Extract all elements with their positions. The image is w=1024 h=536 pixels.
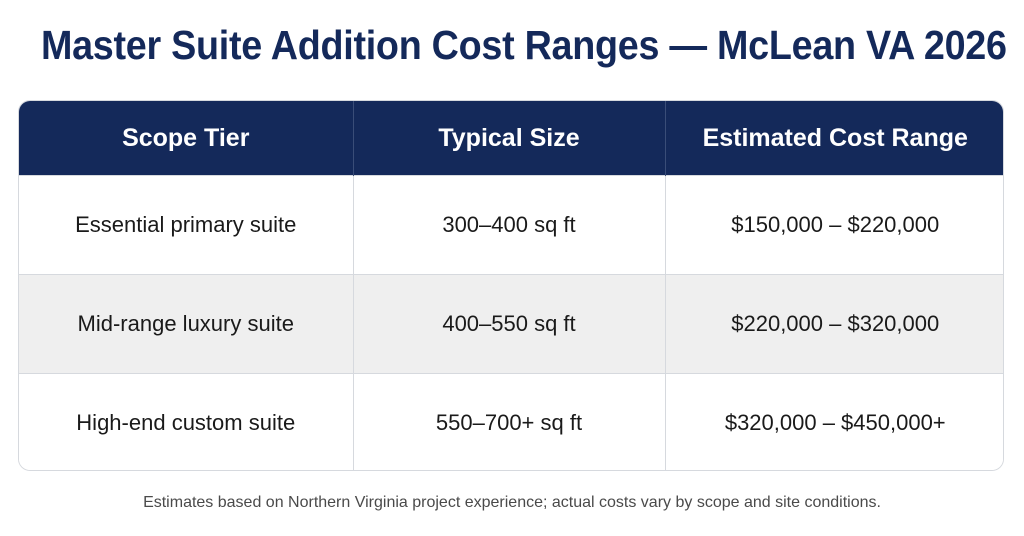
cell-cost-range: $150,000 – $220,000 xyxy=(665,175,1003,275)
header-typical-size: Typical Size xyxy=(353,101,666,176)
footnote: Estimates based on Northern Virginia pro… xyxy=(143,494,881,511)
header-scope-tier: Scope Tier xyxy=(19,101,354,176)
cell-scope-tier: High-end custom suite xyxy=(19,373,354,470)
cell-scope-tier: Mid-range luxury suite xyxy=(19,274,354,374)
cell-typical-size: 300–400 sq ft xyxy=(353,175,666,275)
page-title: Master Suite Addition Cost Ranges — McLe… xyxy=(40,22,1007,68)
table-row: High-end custom suite 550–700+ sq ft $32… xyxy=(19,373,1003,470)
cell-scope-tier: Essential primary suite xyxy=(19,175,354,275)
header-estimated-cost-range: Estimated Cost Range xyxy=(665,101,1003,176)
cost-table-container: Scope Tier Typical Size Estimated Cost R… xyxy=(18,100,1004,471)
table-row: Mid-range luxury suite 400–550 sq ft $22… xyxy=(19,274,1003,374)
cell-typical-size: 400–550 sq ft xyxy=(353,274,666,374)
cost-table: Scope Tier Typical Size Estimated Cost R… xyxy=(19,101,1003,470)
table-header-row: Scope Tier Typical Size Estimated Cost R… xyxy=(19,101,1003,176)
cell-cost-range: $320,000 – $450,000+ xyxy=(665,373,1003,470)
table-row: Essential primary suite 300–400 sq ft $1… xyxy=(19,175,1003,275)
cell-cost-range: $220,000 – $320,000 xyxy=(665,274,1003,374)
cell-typical-size: 550–700+ sq ft xyxy=(353,373,666,470)
